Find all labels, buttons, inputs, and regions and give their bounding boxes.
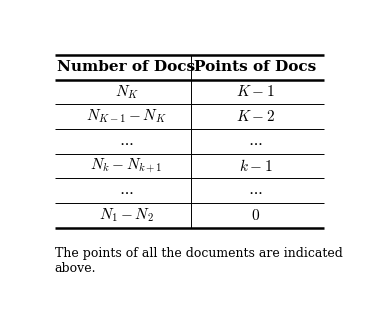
Text: Points of Docs: Points of Docs [195,60,317,74]
Text: The points of all the documents are indicated above.: The points of all the documents are indi… [55,247,343,275]
Text: $\cdots$: $\cdots$ [248,134,263,149]
Text: $k-1$: $k-1$ [239,158,272,174]
Text: $K-2$: $K-2$ [236,109,275,124]
Text: $\cdots$: $\cdots$ [119,134,134,149]
Text: $\cdots$: $\cdots$ [119,183,134,198]
Text: $N_1 - N_2$: $N_1 - N_2$ [99,207,154,224]
Text: $N_k - N_{k+1}$: $N_k - N_{k+1}$ [90,157,163,175]
Text: $0$: $0$ [251,208,260,223]
Text: $K-1$: $K-1$ [236,84,275,100]
Text: Number of Docs: Number of Docs [57,60,196,74]
Text: $\cdots$: $\cdots$ [248,183,263,198]
Text: $N_{K-1} - N_K$: $N_{K-1} - N_K$ [86,108,167,125]
Text: $N_K$: $N_K$ [115,83,138,101]
